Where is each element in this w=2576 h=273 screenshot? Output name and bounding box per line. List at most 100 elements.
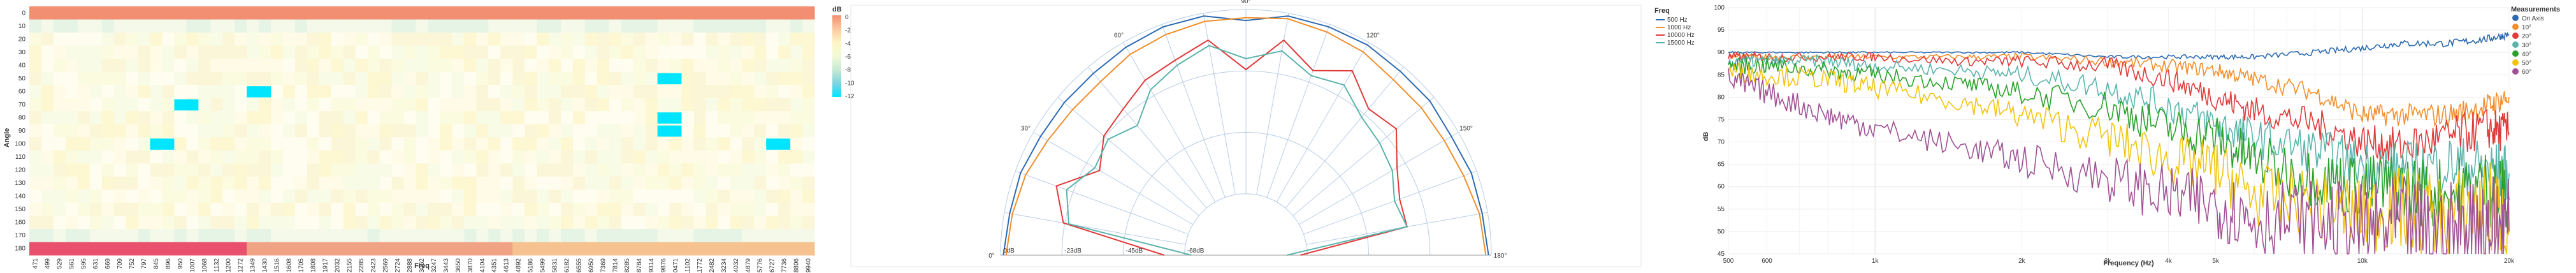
heatmap-cell bbox=[271, 176, 284, 190]
line-y-tick-label: 60 bbox=[1718, 184, 1725, 191]
heatmap-cell bbox=[802, 163, 815, 177]
heatmap-cell bbox=[802, 59, 815, 73]
heatmap-cell bbox=[77, 111, 90, 125]
heatmap-x-tick-label: 3247 bbox=[431, 258, 438, 273]
heatmap-x-tick-label: 950 bbox=[177, 258, 184, 269]
heatmap-cell bbox=[778, 163, 791, 177]
heatmap-y-tick-label: 40 bbox=[18, 62, 26, 69]
polar-radius-label: -23dB bbox=[1064, 247, 1082, 255]
heatmap-y-tick-label: 20 bbox=[18, 36, 26, 43]
heatmap-cell bbox=[428, 137, 440, 151]
heatmap-cell bbox=[440, 98, 452, 112]
heatmap-cell bbox=[222, 6, 235, 20]
heatmap-cell bbox=[343, 45, 356, 59]
heatmap-cell bbox=[476, 189, 489, 203]
heatmap-cell bbox=[379, 137, 393, 151]
heatmap-cell bbox=[681, 228, 694, 242]
heatmap-cell bbox=[283, 228, 296, 242]
heatmap-cell bbox=[681, 98, 694, 112]
heatmap-cell bbox=[247, 98, 259, 112]
heatmap-cell bbox=[572, 111, 586, 125]
heatmap-cell bbox=[766, 242, 779, 256]
heatmap-cell bbox=[560, 6, 574, 20]
heatmap-cell bbox=[391, 59, 405, 73]
line-legend-label: 30° bbox=[2522, 42, 2531, 49]
heatmap-cell bbox=[645, 6, 658, 20]
heatmap-cell bbox=[271, 71, 284, 85]
heatmap-cell bbox=[645, 45, 658, 59]
heatmap-cell bbox=[706, 228, 718, 242]
heatmap-cell bbox=[101, 202, 115, 216]
heatmap-cell bbox=[718, 33, 730, 47]
heatmap-cell bbox=[283, 202, 296, 216]
heatmap-cell bbox=[597, 59, 610, 73]
heatmap-cell bbox=[645, 189, 658, 203]
heatmap-cell bbox=[247, 111, 259, 125]
heatmap-cell bbox=[428, 45, 440, 59]
heatmap-cell bbox=[89, 202, 103, 216]
heatmap-cell bbox=[138, 19, 151, 33]
heatmap-cell bbox=[403, 71, 417, 85]
heatmap-cell bbox=[645, 59, 658, 73]
heatmap-cell bbox=[235, 6, 247, 20]
heatmap-cell bbox=[126, 150, 139, 164]
heatmap-cell bbox=[319, 216, 332, 230]
heatmap-cell bbox=[319, 98, 332, 112]
heatmap-cell bbox=[428, 124, 440, 138]
heatmap-cell bbox=[428, 98, 440, 112]
heatmap-cell bbox=[790, 137, 803, 151]
heatmap-cell bbox=[681, 137, 694, 151]
heatmap-cell bbox=[476, 216, 489, 230]
heatmap-cell bbox=[259, 216, 271, 230]
heatmap-cell bbox=[379, 33, 393, 47]
heatmap-cell bbox=[549, 85, 561, 99]
heatmap-cell bbox=[391, 150, 405, 164]
heatmap-cell bbox=[500, 124, 513, 138]
heatmap-cells bbox=[29, 6, 815, 256]
heatmap-cell bbox=[113, 228, 127, 242]
heatmap-cell bbox=[379, 111, 393, 125]
heatmap-cell bbox=[766, 59, 779, 73]
heatmap-cell bbox=[645, 124, 658, 138]
heatmap-cell bbox=[307, 163, 320, 177]
heatmap-cell bbox=[754, 59, 767, 73]
heatmap-cell bbox=[77, 6, 90, 20]
heatmap-cell bbox=[77, 98, 90, 112]
heatmap-cell bbox=[802, 71, 815, 85]
heatmap-cell bbox=[379, 85, 393, 99]
heatmap-cell bbox=[29, 33, 42, 47]
heatmap-cell bbox=[488, 19, 501, 33]
heatmap-cell bbox=[537, 98, 549, 112]
heatmap-cell bbox=[512, 242, 525, 256]
heatmap-x-tick-label: 12482 bbox=[709, 258, 716, 273]
heatmap-cell bbox=[186, 189, 199, 203]
heatmap-cell bbox=[754, 85, 767, 99]
heatmap-cell bbox=[319, 176, 332, 190]
heatmap-cell bbox=[500, 163, 513, 177]
heatmap-cell bbox=[706, 71, 718, 85]
heatmap-cell bbox=[488, 163, 501, 177]
heatmap-cell bbox=[367, 71, 380, 85]
heatmap-cell bbox=[512, 124, 525, 138]
heatmap-cell bbox=[537, 59, 549, 73]
heatmap-cell bbox=[162, 45, 175, 59]
heatmap-cell bbox=[633, 33, 646, 47]
heatmap-cell bbox=[222, 163, 235, 177]
heatmap-cell bbox=[718, 98, 730, 112]
heatmap-cell bbox=[657, 85, 670, 99]
heatmap-cell bbox=[222, 59, 235, 73]
heatmap-cell bbox=[512, 150, 525, 164]
heatmap-cell bbox=[307, 202, 320, 216]
heatmap-cell bbox=[65, 216, 78, 230]
heatmap-cell bbox=[186, 163, 199, 177]
heatmap-cell bbox=[742, 124, 755, 138]
heatmap-cell bbox=[669, 216, 683, 230]
heatmap-cell bbox=[525, 150, 537, 164]
heatmap-cell bbox=[572, 228, 586, 242]
heatmap-cell bbox=[525, 124, 537, 138]
heatmap-cell bbox=[500, 6, 513, 20]
line-x-tick-label: 600 bbox=[1762, 258, 1772, 265]
heatmap-cell bbox=[403, 6, 417, 20]
heatmap-cell bbox=[150, 6, 163, 20]
heatmap-cell bbox=[259, 33, 271, 47]
